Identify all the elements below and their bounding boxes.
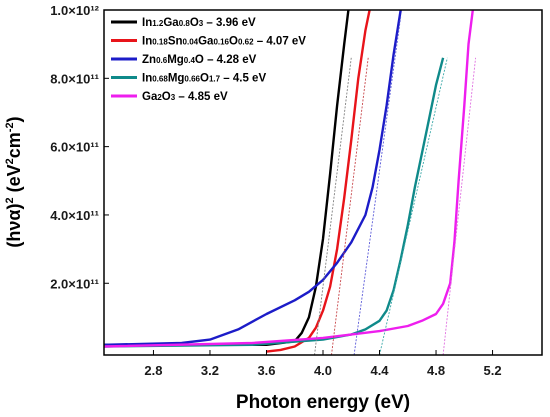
y-axis-ticks: 2.0×10¹¹ 4.0×10¹¹ 6.0×10¹¹ 8.0×10¹¹ 1.0×10¹² xyxy=(50,3,109,291)
fit-line-1 xyxy=(314,57,352,356)
x-tick-label: 4.0 xyxy=(314,363,332,378)
y-axis-title-part: ) xyxy=(4,116,24,122)
legend-label-part: 0.62 xyxy=(238,38,254,47)
y-axis-title-part: (eV xyxy=(4,164,24,197)
legend-label-part: O xyxy=(162,91,171,103)
legend-label-5: Ga2O3 – 4.85 eV xyxy=(142,91,228,103)
y-axis-title-part: 2 xyxy=(4,158,16,164)
x-tick-label: 3.2 xyxy=(201,363,219,378)
legend-label-part: O xyxy=(229,36,238,48)
legend-label-part: Mg xyxy=(168,73,185,85)
y-tick-label: 2.0×10¹¹ xyxy=(50,276,99,291)
fit-line-5 xyxy=(442,57,477,356)
legend-label-part: – 4.28 eV xyxy=(204,54,257,66)
x-axis-title: Photon energy (eV) xyxy=(236,392,410,413)
legend-label-part: 0.6 xyxy=(156,56,168,65)
fit-lines-layer xyxy=(314,16,477,356)
x-tick-label: 5.2 xyxy=(484,363,502,378)
legend-label-part: In xyxy=(142,36,152,48)
legend-label-part: Zn xyxy=(142,54,156,66)
legend-label-part: – 3.96 eV xyxy=(203,17,256,29)
y-axis-title-part: -2 xyxy=(4,122,16,132)
series-line-5 xyxy=(103,9,474,348)
legend-label-part: 0.4 xyxy=(184,56,196,65)
legend-label-part: 1.7 xyxy=(209,75,221,84)
legend-label-part: In xyxy=(142,17,152,29)
legend-label-part: Ga xyxy=(198,36,214,48)
y-axis-title: (hνα)2 (eV2cm-2) xyxy=(4,116,24,247)
legend-label-part: O xyxy=(190,17,199,29)
legend-label-part: Ga xyxy=(163,17,179,29)
y-axis-title-part: 2 xyxy=(4,197,16,203)
legend-label-part: 0.04 xyxy=(183,38,199,47)
legend-label-part: 3 xyxy=(171,93,176,102)
y-tick-label: 8.0×10¹¹ xyxy=(50,71,99,86)
legend-label-part: Mg xyxy=(167,54,184,66)
y-axis-title-part: (hνα) xyxy=(4,203,24,247)
legend-label-1: In1.2Ga0.8O3 – 3.96 eV xyxy=(142,17,256,29)
fit-line-2 xyxy=(331,57,369,356)
x-tick-label: 2.8 xyxy=(144,363,162,378)
y-tick-label: 4.0×10¹¹ xyxy=(50,208,99,223)
legend-label-part: O xyxy=(200,73,209,85)
series-layer xyxy=(103,9,474,353)
legend-label-part: – 4.07 eV xyxy=(254,36,307,48)
legend-label-part: 0.66 xyxy=(184,75,200,84)
legend: In1.2Ga0.8O3 – 3.96 eVIn0.18Sn0.04Ga0.16… xyxy=(111,17,306,103)
legend-label-part: 2 xyxy=(157,93,162,102)
series-line-3 xyxy=(103,9,402,346)
legend-label-part: 0.8 xyxy=(179,19,191,28)
y-tick-label: 1.0×10¹² xyxy=(50,3,99,18)
legend-label-part: – 4.85 eV xyxy=(175,91,228,103)
legend-label-part: 0.68 xyxy=(152,75,168,84)
legend-label-part: 1.2 xyxy=(152,19,164,28)
legend-label-part: 3 xyxy=(199,19,204,28)
x-tick-label: 3.6 xyxy=(257,363,275,378)
legend-label-4: In0.68Mg0.66O1.7 – 4.5 eV xyxy=(142,73,266,85)
x-tick-label: 4.4 xyxy=(370,363,389,378)
y-axis-title-part: cm xyxy=(4,132,24,158)
fit-line-4 xyxy=(379,57,448,356)
x-axis-ticks: 2.8 3.2 3.6 4.0 4.4 4.8 5.2 xyxy=(144,350,502,378)
legend-label-part: 0.18 xyxy=(152,38,168,47)
legend-label-2: In0.18Sn0.04Ga0.16O0.62 – 4.07 eV xyxy=(142,36,306,48)
series-line-2 xyxy=(266,9,371,353)
legend-label-part: 0.16 xyxy=(213,38,229,47)
fit-line-3 xyxy=(353,16,402,356)
y-tick-label: 6.0×10¹¹ xyxy=(50,140,99,155)
legend-label-part: – 4.5 eV xyxy=(220,73,266,85)
legend-label-part: Sn xyxy=(168,36,183,48)
legend-label-part: O xyxy=(195,54,204,66)
legend-label-part: In xyxy=(142,73,152,85)
legend-label-3: Zn0.6Mg0.4O – 4.28 eV xyxy=(142,54,257,66)
x-tick-label: 4.8 xyxy=(427,363,445,378)
legend-label-part: Ga xyxy=(142,91,158,103)
